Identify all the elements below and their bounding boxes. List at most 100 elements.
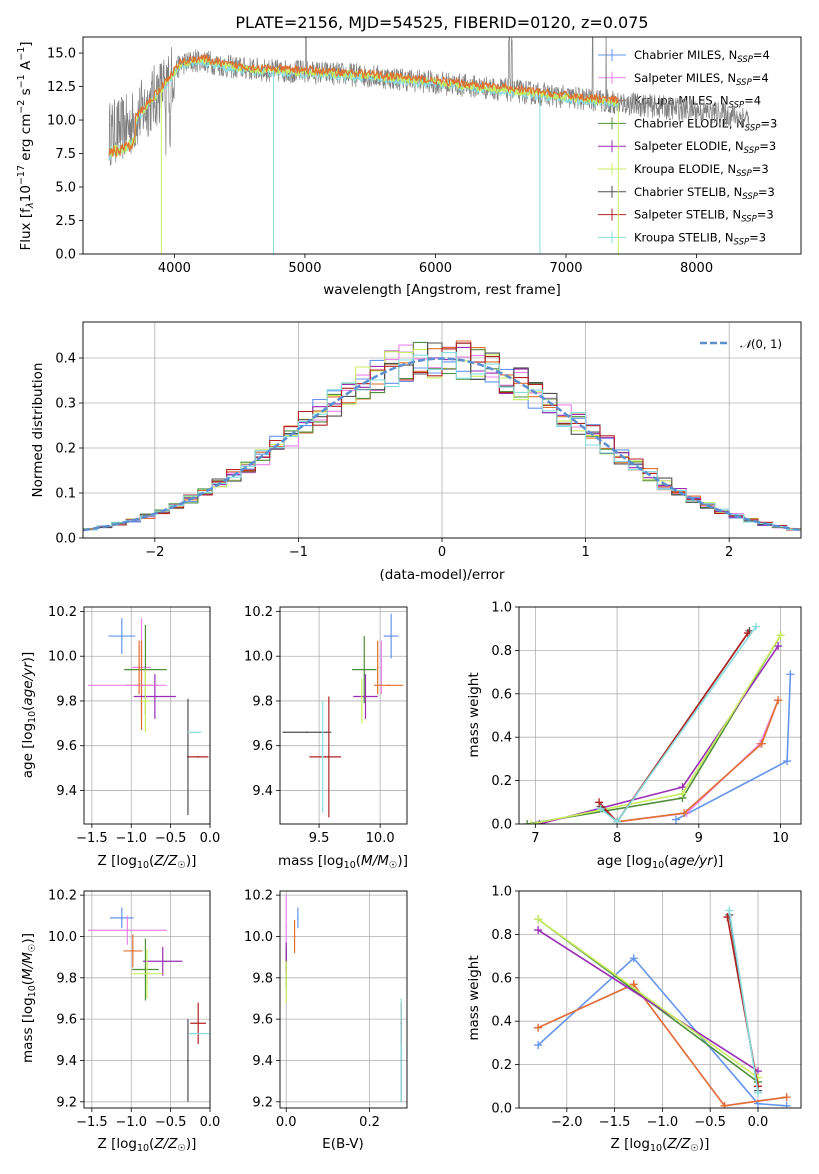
mass-weight-vs-Z-xtick-label: −1.5 [599, 1115, 631, 1130]
age-vs-Z-xtick-label: −1.0 [115, 831, 147, 846]
plus-marker [757, 739, 766, 748]
plus-marker [534, 926, 543, 935]
legend-entry-label: Chabrier STELIB, NSSP=3 [634, 185, 775, 202]
residuals-ylabel: Normed distribution [30, 363, 46, 498]
data-point [293, 935, 296, 938]
data-point [363, 668, 366, 671]
residuals-ytick-label: 0.4 [55, 352, 76, 367]
legend-entry-label: Chabrier ELODIE, NSSP=3 [634, 116, 777, 133]
mass-vs-Z-ytick-label: 9.4 [56, 1054, 77, 1069]
mass-weight-vs-Z-xtick-label: −0.5 [694, 1115, 726, 1130]
mass-vs-ebv-xlabel: E(B-V) [322, 1136, 364, 1152]
mass-weight-vs-age-ylabel: mass weight [466, 672, 482, 757]
plus-marker [776, 631, 785, 640]
data-point [297, 916, 299, 919]
spectrum-xtick-label: 6000 [419, 261, 452, 276]
mass-weight-series-line [537, 918, 759, 1079]
mass-weight-vs-age-frame [518, 606, 802, 825]
plus-marker [752, 622, 761, 631]
age-vs-Z-ytick-label: 9.4 [56, 784, 77, 799]
mass-weight-vs-age-ytick-label: 0.4 [491, 731, 512, 746]
data-point [131, 950, 134, 952]
plus-marker [678, 789, 687, 798]
age-vs-mass-ytick-label: 9.8 [252, 694, 273, 709]
age-vs-mass-ytick-label: 9.6 [252, 739, 273, 754]
age-vs-mass-frame [279, 606, 408, 825]
mass-vs-Z-ytick-label: 9.6 [56, 1013, 77, 1028]
age-vs-Z-xtick-label: −1.5 [76, 831, 108, 846]
mass-weight-vs-age-ytick-label: 0.0 [491, 818, 512, 833]
mass-weight-vs-Z-xlabel: Z [log10(Z/Z☉)] [611, 1136, 710, 1154]
residuals-plot-area [83, 340, 801, 532]
data-point [387, 684, 390, 687]
data-point [324, 755, 327, 758]
data-point [197, 755, 200, 758]
age-vs-Z-ytick-label: 9.6 [56, 739, 77, 754]
data-point [305, 731, 308, 734]
residual-histogram-step [83, 352, 801, 531]
mass-vs-Z-frame [83, 890, 211, 1109]
data-point [360, 700, 363, 702]
mass-vs-ebv-ytick-label: 9.8 [252, 971, 273, 986]
mass-weight-vs-age-ytick-label: 0.6 [491, 687, 512, 702]
spectrum-title: PLATE=2156, MJD=54525, FIBERID=0120, z=0… [235, 13, 648, 32]
legend-entry-label: Salpeter ELODIE, NSSP=3 [634, 139, 776, 156]
mass-weight-vs-Z-ytick-label: 0.8 [491, 928, 512, 943]
mass-vs-Z-ytick-label: 9.8 [56, 971, 77, 986]
spectrum-frame [82, 36, 802, 255]
data-point [138, 666, 141, 669]
spectrum-xtick-label: 4000 [158, 261, 191, 276]
residuals-frame [82, 321, 802, 539]
mass-weight-vs-Z-plot-area [534, 906, 791, 1108]
mass-weight-series-line [537, 983, 787, 1107]
data-point [400, 1049, 403, 1052]
mass-weight-vs-Z-frame [518, 890, 802, 1109]
age-vs-Z-xlabel: Z [log10(Z/Z☉)] [98, 853, 197, 871]
age-vs-Z-ylabel: age [log10(age/yr)] [20, 652, 38, 778]
residuals-xtick-label: 0 [438, 545, 446, 560]
age-vs-mass-ytick-label: 10.2 [244, 605, 273, 620]
legend-entry-label: Kroupa MILES, NSSP=4 [634, 94, 761, 111]
mass-vs-ebv-ytick-label: 10.0 [244, 930, 273, 945]
mass-weight-vs-age-ytick-label: 1.0 [491, 601, 512, 616]
age-vs-mass-plot-area [282, 613, 404, 818]
legend-entry-label: Chabrier MILES, NSSP=4 [634, 48, 770, 65]
mass-vs-ebv-plot-area [285, 895, 403, 1102]
mass-vs-Z-xlabel: Z [log10(Z/Z☉)] [98, 1136, 197, 1154]
normal-curve-line [83, 357, 801, 532]
mass-vs-Z-xtick-label: −0.5 [155, 1115, 187, 1130]
residuals-ytick-label: 0.3 [55, 397, 76, 412]
data-point [376, 666, 379, 669]
residuals-legend: 𝒩(0, 1) [700, 337, 782, 351]
data-point [144, 700, 147, 702]
mass-vs-ebv-ytick-label: 9.6 [252, 1013, 273, 1028]
legend-entry-label: Salpeter STELIB, NSSP=3 [634, 208, 774, 225]
plus-marker [725, 906, 734, 915]
plus-marker [534, 1041, 543, 1050]
age-vs-mass-xtick-label: 10.0 [366, 831, 395, 846]
spectrum-ytick-label: 12.5 [47, 80, 76, 95]
plus-marker [782, 1101, 791, 1108]
data-point [390, 635, 393, 637]
mass-weight-vs-Z-ytick-label: 0.0 [491, 1102, 512, 1117]
mass-vs-ebv-xtick-label: 0.2 [359, 1115, 380, 1130]
spectrum-ytick-label: 15.0 [47, 47, 76, 62]
mass-vs-ebv-ytick-label: 10.2 [244, 889, 273, 904]
mass-weight-vs-age-xlabel: age [log10(age/yr)] [597, 853, 723, 871]
mass-vs-Z-xtick-label: −1.0 [115, 1115, 147, 1130]
mass-weight-vs-age-ytick-label: 0.8 [491, 644, 512, 659]
mass-weight-vs-Z-ytick-label: 0.2 [491, 1058, 512, 1073]
plus-marker [774, 642, 783, 651]
data-point [187, 1059, 189, 1062]
data-point [120, 635, 123, 637]
data-point [327, 755, 330, 758]
spectrum-xtick-label: 7000 [549, 261, 582, 276]
plus-marker [720, 1101, 729, 1108]
mass-vs-ebv-xtick-label: 0.0 [276, 1115, 297, 1130]
spectrum-plot-area [108, 37, 750, 254]
model-spectrum-line [108, 53, 619, 157]
plus-marker [527, 820, 536, 824]
data-point [146, 972, 148, 975]
plus-marker [629, 980, 638, 989]
plus-marker [783, 757, 792, 766]
